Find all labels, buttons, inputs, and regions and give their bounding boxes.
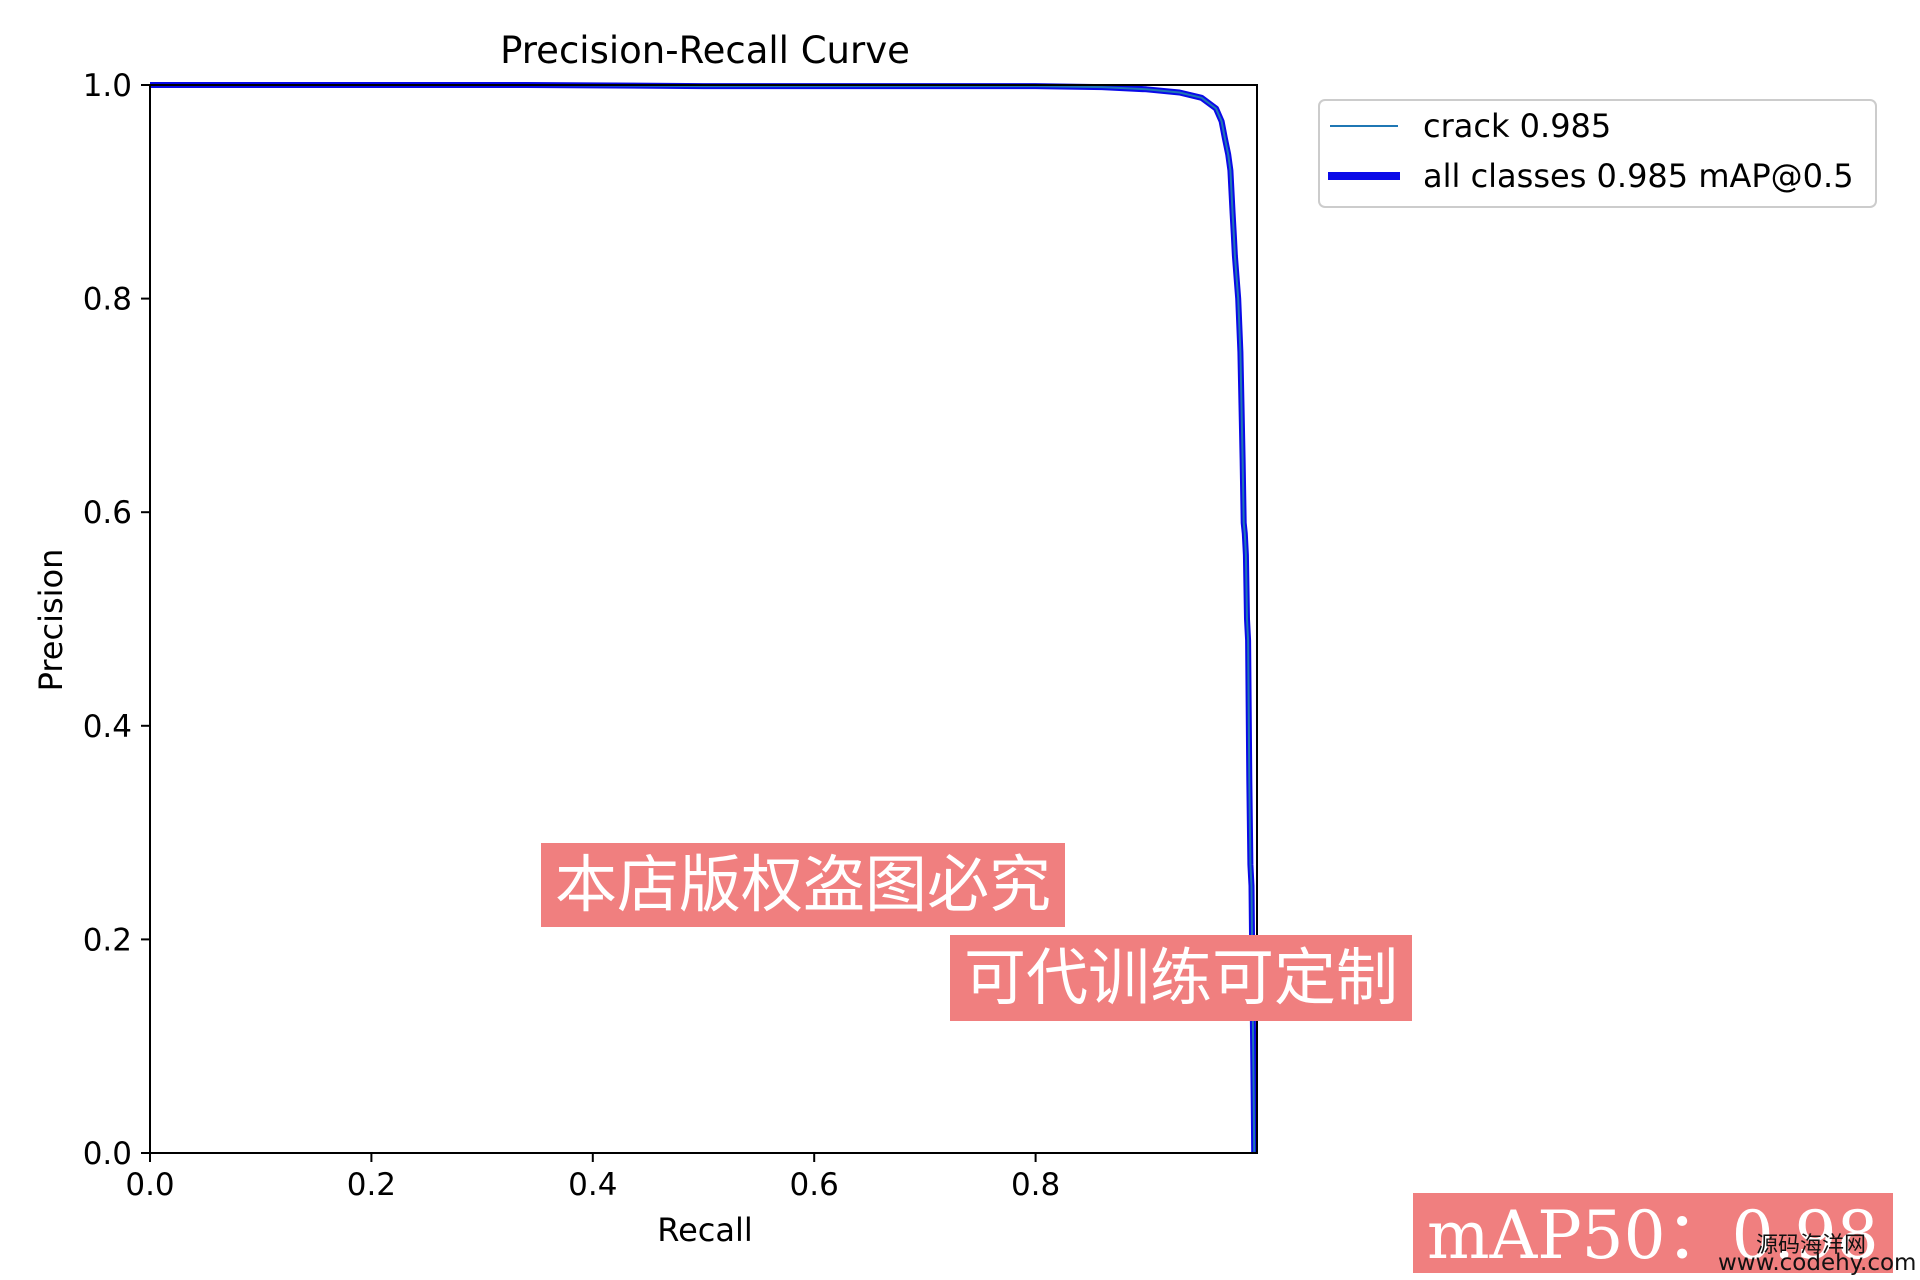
x-tick-label: 0.0: [125, 1167, 174, 1203]
y-tick-label: 1.0: [83, 68, 132, 104]
site-name: 源码海洋网: [1756, 1233, 1867, 1258]
y-tick-label: 0.4: [83, 709, 132, 745]
chart-title: Precision-Recall Curve: [500, 29, 910, 72]
y-tick-label: 0.8: [83, 282, 132, 318]
y-tick-label: 0.2: [83, 922, 132, 958]
series-line-crack: [150, 84, 1256, 1154]
legend-label-crack: crack 0.985: [1423, 107, 1611, 145]
watermark-custom-training: 可代训练可定制: [950, 935, 1413, 1021]
x-axis-label: Recall: [657, 1211, 752, 1249]
legend-label-all-classes: all classes 0.985 mAP@0.5: [1423, 157, 1854, 195]
plot-frame: [149, 84, 1258, 1154]
legend-box: [1318, 99, 1877, 208]
y-tick-label: 0.0: [83, 1136, 132, 1172]
legend: crack 0.985 all classes 0.985 mAP@0.5: [1318, 99, 1877, 208]
site-url: www.codehy.com: [1718, 1250, 1917, 1276]
watermark-copyright: 本店版权盗图必究: [541, 843, 1066, 927]
x-tick-label: 0.8: [1011, 1167, 1060, 1203]
y-axis-label: Precision: [32, 549, 70, 692]
x-tick-label: 0.4: [568, 1167, 617, 1203]
x-tick-label: 0.2: [347, 1167, 396, 1203]
y-tick-label: 0.6: [83, 495, 132, 531]
watermark-map50: mAP50：0.98: [1413, 1193, 1893, 1274]
x-tick-label: 0.6: [790, 1167, 839, 1203]
